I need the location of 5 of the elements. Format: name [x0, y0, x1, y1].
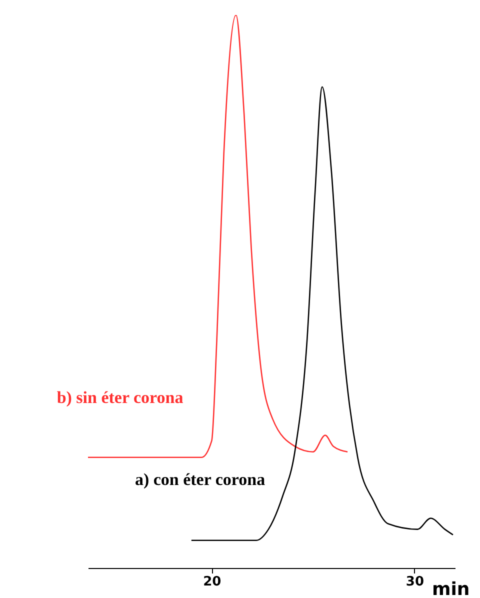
x-axis-title: min [432, 579, 470, 598]
x-tick-label: 30 [406, 574, 424, 590]
series-label: b) sin éter corona [56, 388, 184, 407]
x-tick-label: 20 [203, 574, 222, 590]
series-label: a) con éter corona [134, 470, 266, 489]
